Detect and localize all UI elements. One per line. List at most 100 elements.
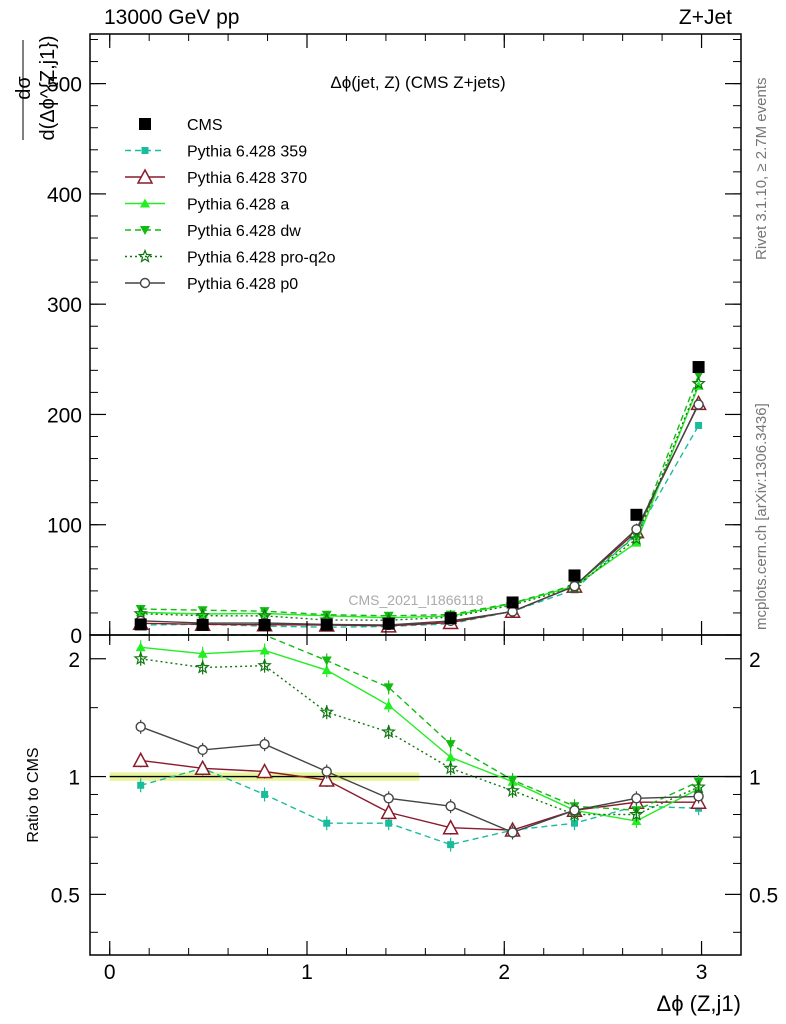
series-line-pythia-6-428-dw xyxy=(140,374,700,617)
y-axis-label: dσ d(Δϕ^{Z,j1}) xyxy=(13,35,59,140)
ratio-point-pythia-6-428-pro-q2o xyxy=(319,704,334,719)
ratio-plot-frame xyxy=(89,634,742,956)
chart-title: Δϕ(jet, Z) (CMS Z+jets) xyxy=(330,73,505,92)
legend-item-pythia-6-428-a: Pythia 6.428 a xyxy=(125,197,289,214)
point-pythia-6-428-p0 xyxy=(693,399,704,410)
process-label: Z+Jet xyxy=(678,6,732,29)
rivet-label: Rivet 3.1.10, ≥ 2.7M events xyxy=(753,77,770,261)
ratio-point-pythia-6-428-pro-q2o xyxy=(133,651,148,665)
ratio-point-pythia-6-428-p0 xyxy=(445,801,456,812)
point-pythia-6-428-359 xyxy=(695,421,703,429)
legend-label: Pythia 6.428 a xyxy=(187,197,289,214)
x-axis-label: Δϕ (Z,j1) xyxy=(657,991,741,1016)
point-cms xyxy=(568,569,581,582)
ratio-point-pythia-6-428-p0 xyxy=(321,766,332,777)
ratio-point-pythia-6-428-p0 xyxy=(507,827,518,838)
ratio-point-pythia-6-428-pro-q2o xyxy=(629,806,644,821)
ratio-tick-label-left: 1 xyxy=(68,767,80,790)
y-tick-label: 400 xyxy=(47,184,82,207)
ratio-point-pythia-6-428-dw xyxy=(445,740,456,750)
ratio-tick-label-left: 0.5 xyxy=(51,884,80,907)
ratio-point-pythia-6-428-p0 xyxy=(383,793,394,804)
legend-marker xyxy=(139,118,151,130)
ratio-tick-label-left: 2 xyxy=(68,649,80,672)
analysis-watermark: CMS_2021_I1866118 xyxy=(348,592,483,608)
ratio-point-pythia-6-428-a xyxy=(135,642,146,652)
legend-label: Pythia 6.428 p0 xyxy=(187,276,298,293)
ratio-point-pythia-6-428-p0 xyxy=(569,805,580,816)
ratio-point-pythia-6-428-p0 xyxy=(197,744,208,756)
point-cms xyxy=(258,619,271,632)
x-tick-label: 0 xyxy=(104,961,116,984)
point-pythia-6-428-dw xyxy=(693,371,704,381)
legend-marker xyxy=(136,168,154,184)
mcplots-label: mcplots.cern.ch [arXiv:1306.3436] xyxy=(753,403,770,630)
series-line-pythia-6-428-a xyxy=(140,385,700,619)
y-tick-label: 100 xyxy=(47,515,82,538)
ratio-point-pythia-6-428-370 xyxy=(380,803,397,820)
series-line-pythia-6-428-370 xyxy=(140,403,700,627)
legend-label: CMS xyxy=(187,117,223,134)
ratio-tick-label-right: 1 xyxy=(749,767,761,790)
point-cms xyxy=(382,617,395,630)
ratio-point-pythia-6-428-pro-q2o xyxy=(443,760,458,775)
series-line-pythia-6-428-pro-q2o xyxy=(140,383,700,621)
point-pythia-6-428-p0 xyxy=(631,524,642,535)
x-tick-label: 3 xyxy=(696,961,708,984)
ratio-point-pythia-6-428-a xyxy=(445,752,456,762)
ratio-point-pythia-6-428-370 xyxy=(256,762,273,779)
point-pythia-6-428-pro-q2o xyxy=(691,375,706,390)
legend-marker xyxy=(137,248,153,263)
ratio-point-pythia-6-428-370 xyxy=(442,819,459,835)
legend-label: Pythia 6.428 359 xyxy=(187,144,307,161)
ratio-point-pythia-6-428-pro-q2o xyxy=(381,724,396,739)
y-tick-label: 300 xyxy=(47,294,82,317)
legend-label: Pythia 6.428 pro-q2o xyxy=(187,250,336,267)
legend-item-pythia-6-428-p0: Pythia 6.428 p0 xyxy=(125,276,298,293)
legend-item-pythia-6-428-359: Pythia 6.428 359 xyxy=(125,144,307,161)
ratio-point-pythia-6-428-a xyxy=(197,648,208,658)
ratio-line-pythia-6-428-pro-q2o xyxy=(140,658,699,816)
ratio-line-pythia-6-428-p0 xyxy=(140,726,699,834)
legend-marker xyxy=(141,147,149,154)
ratio-point-pythia-6-428-p0 xyxy=(135,721,146,733)
point-pythia-6-428-dw xyxy=(135,604,146,614)
legend-item-cms: CMS xyxy=(139,117,223,134)
legend-item-pythia-6-428-dw: Pythia 6.428 dw xyxy=(125,223,301,240)
point-cms xyxy=(196,618,209,631)
ratio-line-pythia-6-428-dw xyxy=(140,634,699,812)
ratio-point-pythia-6-428-dw xyxy=(507,775,518,785)
y-tick-label: 200 xyxy=(47,404,82,427)
point-pythia-6-428-pro-q2o xyxy=(629,531,644,546)
point-cms xyxy=(320,618,333,631)
ratio-tick-label-right: 0.5 xyxy=(749,884,778,907)
ratio-point-pythia-6-428-a xyxy=(383,700,394,710)
legend-marker xyxy=(139,277,151,289)
legend-item-pythia-6-428-pro-q2o: Pythia 6.428 pro-q2o xyxy=(125,248,336,267)
ratio-point-pythia-6-428-dw xyxy=(383,683,394,693)
ratio-point-pythia-6-428-359 xyxy=(323,819,331,827)
ratio-point-pythia-6-428-370 xyxy=(318,771,335,787)
ratio-point-pythia-6-428-359 xyxy=(385,819,393,827)
ratio-axis-label: Ratio to CMS xyxy=(25,747,42,842)
ratio-point-pythia-6-428-pro-q2o xyxy=(195,659,210,674)
point-pythia-6-428-dw xyxy=(383,611,394,621)
ratio-point-pythia-6-428-370 xyxy=(194,759,211,776)
point-cms xyxy=(692,361,705,374)
ratio-line-pythia-6-428-a xyxy=(140,646,699,822)
legend-marker xyxy=(140,198,150,208)
ratio-line-pythia-6-428-359 xyxy=(140,767,699,846)
point-cms xyxy=(630,508,643,521)
ratio-point-pythia-6-428-a xyxy=(321,665,332,675)
ratio-point-pythia-6-428-359 xyxy=(571,819,579,827)
y-tick-label: 0 xyxy=(70,625,82,648)
ratio-point-pythia-6-428-dw xyxy=(321,656,332,666)
x-tick-label: 1 xyxy=(301,961,313,984)
ratio-line-pythia-6-428-370 xyxy=(140,759,699,831)
y-tick-label: 500 xyxy=(47,74,82,97)
point-cms xyxy=(506,596,519,609)
ratio-point-pythia-6-428-pro-q2o xyxy=(257,658,272,672)
ratio-point-pythia-6-428-p0 xyxy=(631,793,642,804)
ratio-point-pythia-6-428-359 xyxy=(447,841,455,849)
